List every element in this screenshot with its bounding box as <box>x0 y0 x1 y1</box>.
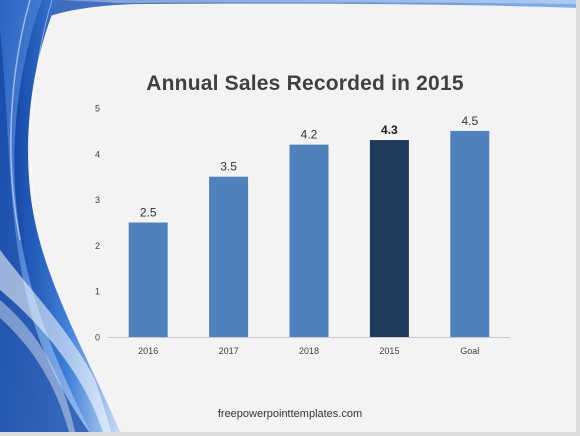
chart-title: Annual Sales Recorded in 2015 <box>146 72 464 95</box>
bar-2017 <box>209 176 249 337</box>
y-tick-label: 0 <box>95 333 100 343</box>
bars <box>128 130 490 337</box>
bottom-border <box>0 432 580 436</box>
data-label: 4.5 <box>461 114 478 128</box>
x-tick-label: 2016 <box>138 346 158 356</box>
y-tick-label: 1 <box>95 287 100 297</box>
x-tick-label: 2015 <box>379 346 399 356</box>
data-label: 4.3 <box>381 123 398 137</box>
y-tick-label: 2 <box>95 241 100 251</box>
right-border <box>576 0 580 436</box>
data-label: 4.2 <box>301 128 318 142</box>
x-tick-label: 2018 <box>299 346 319 356</box>
bar-2015 <box>369 140 409 337</box>
footer-website: freepowerpointtemplates.com <box>217 408 363 420</box>
bar-goal <box>450 130 490 337</box>
y-tick-label: 5 <box>95 104 100 114</box>
y-axis-ticks: 0 1 2 3 4 5 <box>95 104 100 343</box>
data-labels: 2.5 3.5 4.2 4.3 4.5 <box>140 114 479 220</box>
y-tick-label: 4 <box>95 149 100 159</box>
data-label: 3.5 <box>220 160 237 174</box>
x-tick-label: Goal <box>460 346 479 356</box>
x-axis-ticks: 2016 2017 2018 2015 Goal <box>138 346 479 356</box>
x-tick-label: 2017 <box>219 346 239 356</box>
bar-2018 <box>289 144 329 337</box>
data-label: 2.5 <box>140 206 157 220</box>
y-tick-label: 3 <box>95 195 100 205</box>
bar-2016 <box>128 222 168 337</box>
